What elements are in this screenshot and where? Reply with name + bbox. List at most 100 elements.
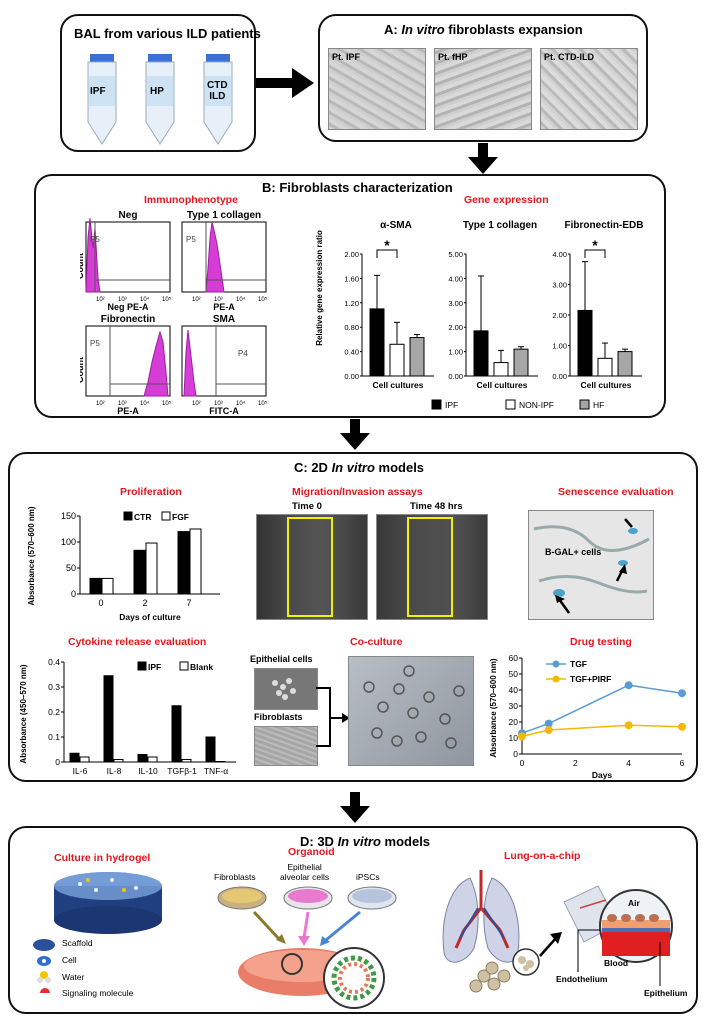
y-tick-label: 2.00 — [552, 311, 567, 320]
y-tick-label: 40 — [509, 685, 519, 695]
legend-label: HF — [593, 400, 604, 410]
tube-ctd: CTD ILD — [198, 54, 238, 146]
x-tick-label: 6 — [680, 758, 685, 768]
flow-tick-label: 10⁵ — [258, 296, 268, 303]
flow-cytometry-area: Neg P5 10² 10³ 10⁴ 10⁵ Neg PE-A Count Type 1 col… — [50, 208, 310, 416]
flow-tick-label: 10² — [96, 401, 105, 407]
flow-tick-label: 10² — [96, 297, 105, 303]
bar — [137, 754, 148, 763]
y-tick-label: 4.00 — [448, 274, 463, 283]
flow-xlabel: PE-A — [117, 406, 139, 416]
panel-b: B: Fibroblasts characterization Immunoph… — [34, 174, 666, 418]
panel-a-title: A: In vitro fibroblasts expansion — [384, 22, 583, 37]
legend-label: TGF — [570, 659, 587, 669]
chip-title: Lung-on-a-chip — [504, 850, 581, 862]
epithelial-label: Epithelial cells — [250, 654, 313, 664]
y-tick-label: 5.00 — [448, 250, 463, 259]
data-point — [544, 726, 553, 734]
y-tick-label: 1.00 — [552, 342, 567, 351]
flow-frame — [181, 221, 267, 293]
y-tick-label: 50 — [66, 563, 76, 573]
y-tick-label: 1.00 — [448, 348, 463, 357]
gene-xlabel: Cell cultures — [476, 380, 527, 390]
migration-image-time48 — [376, 514, 488, 620]
gene-expression-title: Gene expression — [464, 194, 549, 206]
flow-tick-label: 10⁴ — [236, 400, 246, 407]
tube-hp: HP — [140, 54, 180, 146]
legend-marker — [552, 675, 560, 683]
flow-plot: Fibronectin P5 10² 10³ 10⁴ 10⁵ PE-A Count — [75, 312, 176, 421]
gate-label: P5 — [186, 235, 196, 244]
bar — [215, 761, 226, 763]
y-tick-label: 1.60 — [344, 274, 359, 283]
tube-label-ipf: IPF — [90, 86, 106, 97]
lung-on-chip-diagram — [442, 870, 673, 993]
y-tick-label: 0 — [71, 589, 76, 599]
y-tick-label: 3.00 — [552, 281, 567, 290]
flow-xlabel: Neg PE-A — [107, 302, 149, 312]
flow-histogram-group — [183, 329, 197, 397]
x-tick-label: 0 — [520, 758, 525, 768]
bar — [389, 343, 405, 377]
arrow-right-icon — [256, 68, 314, 98]
gate-label: P4 — [238, 349, 248, 358]
y-tick-label: 0 — [55, 757, 60, 767]
gene-chart-title: Fibronectin-EDB — [565, 220, 644, 231]
proliferation-xlabel: Days of culture — [119, 612, 181, 622]
bal-title: BAL from various ILD patients — [74, 26, 261, 41]
cytokine-ylabel: Absorbance (450–570 nm) — [19, 664, 28, 763]
gene-chart-title: α-SMA — [380, 220, 412, 231]
data-point — [544, 719, 553, 728]
organoid-title: Organoid — [288, 846, 335, 858]
hydrogel-scaffold-image — [54, 872, 162, 934]
flow-tick-label: 10⁴ — [236, 296, 246, 303]
migration-title: Migration/Invasion assays — [292, 486, 423, 498]
tube-label-ctd: CTD ILD — [207, 80, 228, 102]
panel-d: D: 3D In vitro models Culture in hydroge… — [8, 826, 698, 1014]
x-tick-label: 4 — [626, 758, 631, 768]
y-tick-label: 0.00 — [552, 372, 567, 381]
tube-label-hp: HP — [150, 86, 164, 97]
y-tick-label: 60 — [509, 653, 519, 663]
cell-icon — [37, 956, 51, 966]
y-tick-label: 0.1 — [48, 732, 60, 742]
culture-image-ctd: Pt. CTD-ILD — [540, 48, 638, 130]
chip-label-epithelium: Epithelium — [644, 988, 688, 998]
x-tick-label: IL-10 — [138, 766, 158, 776]
bar — [577, 309, 593, 377]
bar — [409, 337, 425, 377]
flow-plot: Type 1 collagen P5 10² 10³ 10⁴ 10⁵ PE-A — [176, 208, 272, 317]
bar — [369, 308, 385, 377]
legend-swatch — [161, 511, 171, 521]
significance-bracket — [376, 249, 398, 258]
x-tick-label: 0 — [98, 598, 103, 608]
water-icon — [37, 971, 51, 983]
x-tick-label: IL-6 — [73, 766, 88, 776]
bar — [181, 759, 192, 763]
fibroblasts-label: Fibroblasts — [254, 712, 303, 722]
migration-image-time0 — [256, 514, 368, 620]
legend-label: IPF — [445, 400, 458, 410]
y-tick-label: 100 — [61, 537, 76, 547]
flow-histogram: SMA P4 10² 10³ 10⁴ 10⁵ FITC-A — [181, 314, 268, 416]
flow-histogram-fill — [205, 221, 225, 293]
bar — [493, 362, 509, 377]
flow-xlabel: PE-A — [213, 302, 235, 312]
bar — [189, 528, 202, 595]
legend-scaffold: Scaffold — [62, 938, 93, 948]
flow-title: SMA — [213, 314, 235, 325]
data-point — [624, 681, 633, 690]
x-tick-label: 7 — [186, 598, 191, 608]
epithelial-image — [254, 668, 318, 710]
panel-a: A: In vitro fibroblasts expansion Pt. IP… — [318, 14, 648, 142]
drug-xlabel: Days — [592, 770, 613, 780]
legend-label: NON-IPF — [519, 400, 554, 410]
proliferation-ylabel: Absorbance (570–600 nm) — [27, 506, 36, 605]
flow-histogram-fill — [143, 330, 169, 397]
organoid-diagram — [217, 886, 397, 1009]
x-tick-label: 2 — [142, 598, 147, 608]
bar — [113, 759, 124, 763]
x-tick-label: TGFβ-1 — [167, 766, 197, 776]
gene-xlabel: Cell cultures — [372, 380, 423, 390]
senescence-cells — [533, 518, 650, 614]
